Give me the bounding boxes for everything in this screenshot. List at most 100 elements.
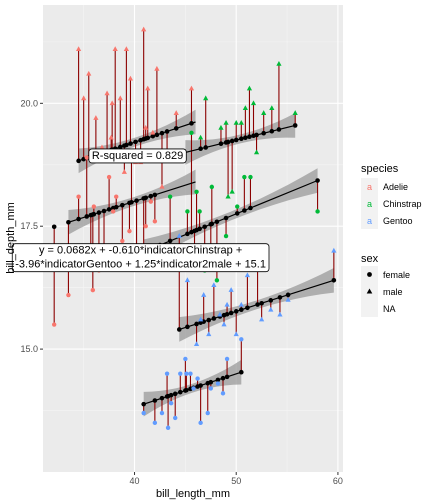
fitted-point — [106, 207, 112, 212]
data-point — [141, 26, 147, 32]
data-point — [120, 238, 125, 244]
data-point — [145, 85, 151, 91]
data-point — [233, 119, 239, 125]
annotation-text: R-squared = 0.829 — [92, 150, 183, 162]
x-axis-title: bill_length_mm — [156, 488, 230, 500]
x-tick-label: 40 — [130, 476, 140, 486]
data-point — [148, 199, 153, 204]
data-point — [90, 287, 96, 293]
legend-species-label: Adelie — [383, 182, 408, 192]
data-point — [86, 70, 92, 76]
fitted-point — [214, 219, 220, 225]
data-point — [178, 371, 183, 376]
fitted-point — [167, 238, 173, 244]
legend-key — [361, 212, 378, 229]
fitted-point — [233, 309, 239, 314]
data-point — [315, 209, 320, 214]
legend-species-entry: a Adelie — [361, 178, 408, 195]
data-point — [123, 46, 129, 52]
fitted-point — [145, 135, 151, 141]
data-point — [259, 316, 265, 322]
data-point — [99, 144, 105, 150]
data-point — [185, 209, 190, 214]
data-point — [164, 371, 170, 376]
fitted-point — [276, 127, 282, 132]
fitted-point — [176, 327, 182, 332]
data-point — [198, 134, 204, 140]
data-point — [117, 95, 123, 101]
legend-circle-icon — [367, 272, 372, 277]
data-point — [269, 105, 275, 111]
data-point — [246, 85, 253, 91]
data-point — [206, 331, 212, 337]
fitted-point — [51, 224, 57, 230]
data-point — [127, 75, 134, 81]
data-point — [229, 188, 235, 194]
data-point — [51, 322, 57, 327]
fitted-point — [268, 298, 274, 303]
data-point — [152, 420, 158, 426]
data-point — [127, 228, 132, 234]
legend-species-label: Chinstrap — [383, 199, 422, 209]
fitted-point — [117, 144, 123, 150]
data-point — [268, 306, 274, 312]
data-point — [224, 301, 230, 307]
data-point — [244, 272, 251, 278]
legend-sex-entry: male — [361, 283, 403, 300]
fitted-point — [133, 139, 138, 145]
y-tick-label: 17.5 — [20, 221, 38, 231]
data-point — [165, 425, 171, 430]
fitted-point — [229, 138, 235, 144]
data-point — [238, 301, 244, 307]
fitted-point — [331, 277, 337, 283]
fitted-point — [101, 208, 107, 214]
data-point — [159, 183, 165, 189]
annotation-text: y = 0.0682x + -0.610*indicatorChinstrap … — [39, 245, 242, 257]
data-point — [168, 400, 174, 406]
fitted-point — [185, 324, 190, 330]
data-point — [261, 110, 267, 115]
fitted-point — [277, 295, 283, 300]
data-point — [221, 321, 227, 327]
data-point — [224, 356, 230, 362]
legend-key-glyph: a — [367, 199, 372, 209]
data-point — [223, 119, 229, 125]
data-point — [235, 204, 240, 209]
fitted-point — [203, 145, 209, 150]
legend-sex-label: male — [383, 287, 403, 297]
data-point — [193, 341, 200, 346]
data-point — [66, 292, 71, 298]
data-point — [225, 193, 231, 199]
data-point — [331, 247, 337, 253]
fitted-point — [194, 227, 199, 233]
y-axis-title: bill_depth_mm — [5, 202, 17, 274]
data-point — [112, 46, 118, 52]
fitted-point — [233, 137, 239, 143]
data-point — [201, 292, 207, 297]
data-point — [276, 60, 282, 66]
fitted-point — [84, 214, 90, 219]
fitted-point — [220, 375, 226, 381]
fitted-point — [218, 141, 224, 147]
data-point — [242, 105, 248, 111]
data-point — [143, 224, 148, 229]
data-point — [173, 415, 178, 421]
data-point — [217, 311, 223, 317]
data-point — [114, 194, 119, 199]
data-point — [184, 371, 189, 376]
annotation-label: R-squared = 0.829 — [88, 148, 187, 164]
fitted-point — [76, 158, 81, 164]
fitted-point — [152, 192, 158, 198]
y-tick-label: 15.0 — [20, 344, 38, 354]
annotation-box — [88, 148, 187, 164]
data-point — [109, 100, 115, 106]
fitted-point — [129, 199, 134, 205]
fitted-point — [90, 212, 96, 217]
fitted-point — [209, 221, 215, 227]
data-point — [209, 184, 215, 190]
axes: 40 50 60 15.0 17.5 20.0 — [20, 98, 342, 486]
data-point — [203, 95, 209, 101]
fitted-point — [154, 132, 160, 138]
data-point — [152, 219, 158, 224]
data-point — [106, 174, 112, 180]
